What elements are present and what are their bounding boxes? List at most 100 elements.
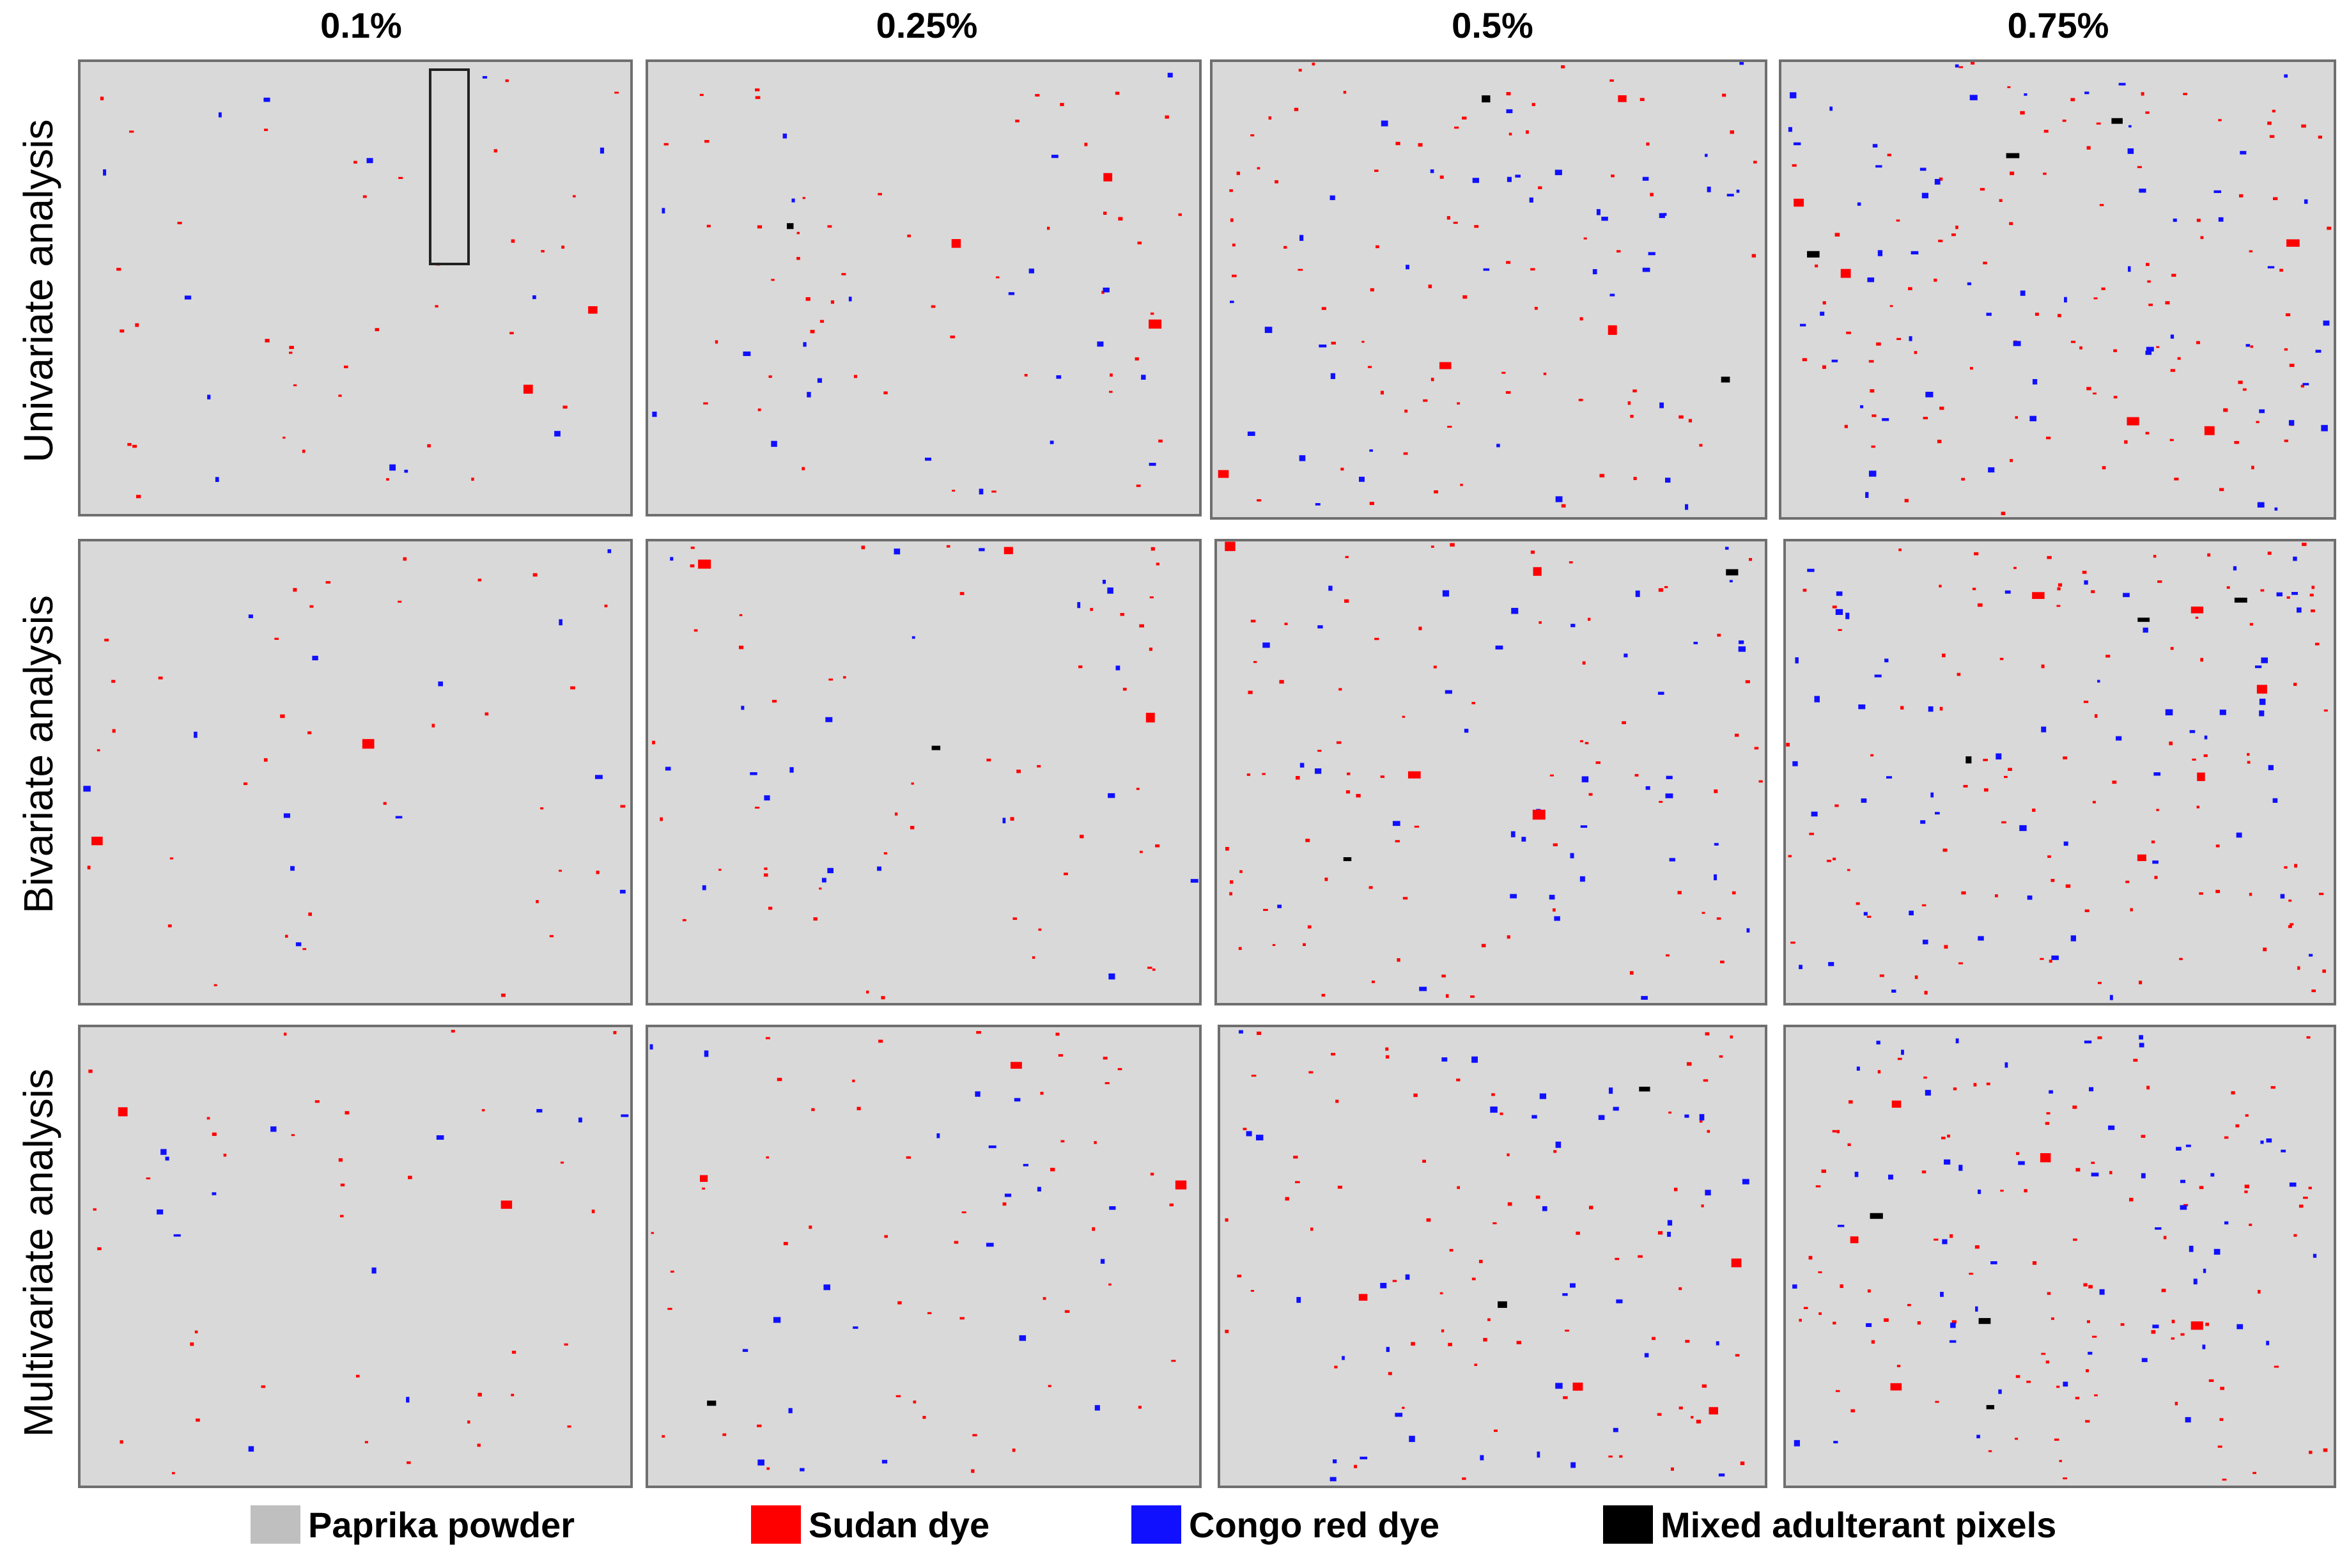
sudan-pixel [1958, 66, 1964, 68]
congo-pixel [1579, 876, 1585, 882]
sudan-pixel [2139, 981, 2143, 984]
congo-pixel [1430, 169, 1434, 173]
sudan-pixel [699, 93, 704, 97]
sudan-pixel [1884, 1318, 1889, 1322]
sudan-pixel [1225, 1218, 1229, 1222]
sudan-pixel [861, 545, 865, 550]
congo-pixel [1950, 1323, 1956, 1328]
sudan-pixel [1974, 552, 1979, 555]
congo-pixel [704, 1050, 709, 1057]
sudan-pixel [2217, 1445, 2222, 1448]
sudan-pixel [1483, 1338, 1487, 1342]
panel-univariate-0-25 [646, 59, 1202, 516]
congo-pixel [2176, 1147, 2182, 1151]
congo-pixel [1019, 1335, 1027, 1341]
congo-pixel [2143, 627, 2148, 633]
sudan-pixel [2220, 1386, 2225, 1390]
congo-pixel [2293, 556, 2297, 561]
sudan-pixel [467, 1420, 470, 1424]
sudan-pixel [2196, 219, 2201, 222]
sudan-pixel [2137, 166, 2142, 169]
congo-pixel [821, 878, 826, 883]
sudan-pixel [213, 984, 217, 986]
congo-pixel [1725, 547, 1729, 550]
sudan-pixel [2223, 408, 2228, 412]
sudan-pixel [265, 339, 270, 343]
sudan-pixel [93, 1208, 97, 1211]
congo-pixel [789, 767, 794, 773]
sudan-pixel [509, 332, 514, 334]
sudan-cluster [1618, 95, 1627, 102]
sudan-pixel [293, 384, 297, 387]
sudan-pixel [2063, 1477, 2067, 1480]
sudan-pixel [1803, 1307, 1808, 1309]
congo-pixel [1705, 1190, 1711, 1196]
sudan-pixel [2274, 1365, 2279, 1368]
sudan-pixel [2205, 1323, 2210, 1326]
sudan-pixel [1753, 160, 1757, 164]
sudan-pixel [2285, 313, 2291, 316]
sudan-pixel [1064, 873, 1068, 876]
sudan-pixel [1561, 504, 1566, 508]
sudan-pixel [1950, 1234, 1953, 1238]
sudan-pixel [1122, 687, 1127, 691]
sudan-pixel [1951, 1320, 1957, 1324]
sudan-pixel [907, 234, 911, 238]
congo-pixel [807, 392, 811, 398]
congo-pixel [1693, 641, 1698, 644]
sudan-pixel [1474, 225, 1479, 228]
congo-pixel [1958, 1165, 1963, 1171]
sudan-pixel [1685, 1340, 1690, 1343]
sudan-pixel [852, 1079, 855, 1083]
sudan-pixel [2200, 236, 2204, 239]
pixel-map-univariate-0-75 [1788, 62, 2332, 515]
sudan-pixel [2249, 623, 2254, 626]
congo-pixel [1483, 268, 1490, 271]
sudan-pixel [2102, 466, 2106, 470]
congo-pixel [1115, 665, 1120, 671]
congo-pixel [2089, 1087, 2094, 1092]
congo-pixel [1833, 1441, 1838, 1444]
panel-multivariate-0-75 [1783, 1025, 2336, 1488]
congo-pixel [817, 378, 822, 383]
sudan-pixel [652, 740, 655, 745]
sudan-pixel [1565, 1330, 1569, 1332]
congo-pixel [2108, 1125, 2115, 1130]
sudan-pixel [1972, 587, 1976, 591]
sudan-pixel [1298, 268, 1303, 271]
sudan-pixel [280, 714, 285, 718]
congo-pixel [2236, 832, 2242, 838]
sudan-pixel [1879, 974, 1884, 977]
sudan-pixel [2088, 1285, 2093, 1289]
sudan-pixel [2199, 892, 2203, 895]
congo-pixel [2245, 344, 2251, 347]
sudan-pixel [1032, 956, 1035, 959]
congo-pixel [1746, 928, 1750, 933]
congo-pixel [1635, 590, 1640, 597]
sudan-pixel [894, 812, 898, 816]
sudan-pixel [1961, 477, 1965, 481]
mixed-pixel [1965, 756, 1972, 764]
sudan-pixel [2163, 1236, 2167, 1239]
sudan-pixel [1411, 1342, 1415, 1346]
sudan-pixel [972, 1434, 977, 1437]
congo-pixel [2018, 1161, 2025, 1165]
congo-pixel [2064, 297, 2067, 303]
congo-pixel [665, 766, 671, 771]
sudan-pixel [2318, 892, 2324, 896]
sudan-pixel [878, 1039, 883, 1043]
congo-pixel [1554, 169, 1562, 176]
sudan-pixel [1579, 317, 1583, 321]
sudan-pixel [1974, 1245, 1980, 1249]
congo-pixel [1909, 336, 1912, 341]
sudan-pixel [2008, 768, 2013, 772]
congo-pixel [578, 1117, 582, 1122]
congo-pixel [1876, 1041, 1880, 1044]
sudan-pixel [1961, 891, 1966, 895]
sudan-cluster [951, 239, 961, 248]
sudan-pixel [1331, 341, 1336, 345]
sudan-pixel [1015, 120, 1019, 123]
sudan-pixel [2015, 1438, 2019, 1440]
sudan-pixel [2009, 222, 2013, 226]
congo-pixel [1648, 252, 1655, 256]
